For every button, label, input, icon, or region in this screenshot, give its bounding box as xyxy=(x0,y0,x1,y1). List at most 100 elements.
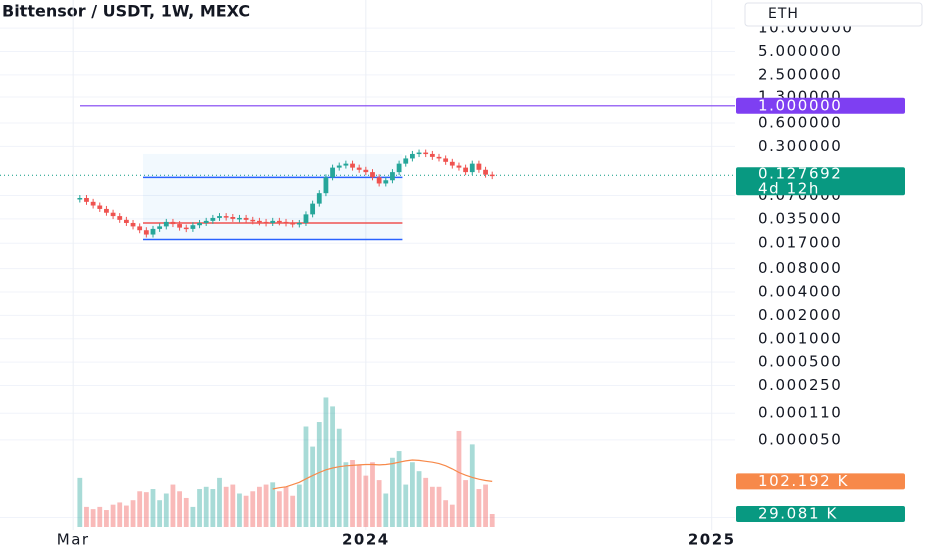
candle xyxy=(336,165,342,168)
price-axis xyxy=(735,0,932,550)
candle xyxy=(270,220,276,223)
x-tick-label: Mar xyxy=(57,531,90,549)
candle xyxy=(409,153,415,159)
last-price-label: 0.127692 xyxy=(758,165,842,183)
volume-bar xyxy=(483,484,488,527)
volume-bar xyxy=(463,480,469,527)
volume-bar xyxy=(203,486,209,527)
candle xyxy=(476,163,482,170)
candle xyxy=(296,222,302,225)
candle xyxy=(157,226,163,229)
candle xyxy=(183,227,189,230)
volume-bar xyxy=(390,457,395,527)
candle xyxy=(363,169,369,173)
volume-bar xyxy=(310,446,316,527)
volume-bar xyxy=(303,426,309,527)
candle xyxy=(469,163,475,173)
candle xyxy=(223,216,229,218)
candle xyxy=(190,225,196,229)
hline-label: 1.000000 xyxy=(758,96,842,114)
y-tick-label: 0.017000 xyxy=(758,234,842,252)
hline-box xyxy=(736,97,905,114)
candle xyxy=(316,193,322,204)
volume-bar xyxy=(423,477,429,527)
y-tick-label: 0.008000 xyxy=(758,259,842,277)
candle xyxy=(250,219,256,222)
volume-bar xyxy=(449,504,455,527)
candle xyxy=(117,216,123,220)
candle xyxy=(210,217,216,221)
volume-bar xyxy=(416,471,422,527)
y-tick-label: 0.035000 xyxy=(758,209,842,227)
candle xyxy=(429,153,435,157)
candle xyxy=(257,220,262,223)
volume-label: 29.081 K xyxy=(758,505,838,523)
candle xyxy=(104,208,109,213)
volume-bar xyxy=(356,464,362,527)
volume-bar xyxy=(163,493,169,527)
candle xyxy=(290,222,296,225)
candle xyxy=(303,214,309,223)
y-tick-label: 0.004000 xyxy=(758,283,842,301)
candle xyxy=(77,197,83,200)
volume-bar xyxy=(363,475,369,527)
volume-bar xyxy=(110,504,116,527)
volume-bar xyxy=(84,506,89,527)
y-tick-label: 0.000250 xyxy=(758,376,842,394)
volume-bar xyxy=(157,500,163,527)
y-tick-label: 5.000000 xyxy=(758,42,842,60)
candle xyxy=(383,180,389,184)
y-tick-label: 0.002000 xyxy=(758,306,842,324)
volume-bar xyxy=(456,430,462,527)
volume-bar xyxy=(396,451,402,527)
symbol-button[interactable] xyxy=(744,2,923,27)
volume-bar xyxy=(343,462,349,527)
candle xyxy=(396,163,402,173)
volume-bar xyxy=(257,486,262,527)
y-tick-label: 2.500000 xyxy=(758,65,842,83)
candle xyxy=(170,221,176,225)
volume-bar xyxy=(370,462,375,527)
candle xyxy=(390,172,395,181)
volume-bar xyxy=(250,491,256,527)
volume-bar xyxy=(77,477,83,527)
candle xyxy=(163,221,169,227)
volume-bar xyxy=(296,484,302,527)
symbol-button-label[interactable]: ETH xyxy=(768,6,799,22)
candle xyxy=(276,220,282,223)
volume-box xyxy=(736,506,905,523)
volume-bar xyxy=(436,486,442,527)
volume-bar xyxy=(336,428,342,527)
volume-bar xyxy=(197,489,202,527)
candle xyxy=(416,152,422,155)
candle xyxy=(436,156,442,159)
volume-ma-box xyxy=(736,473,905,490)
volume-bar xyxy=(97,506,103,527)
volume-bar xyxy=(323,397,329,527)
volume-bar xyxy=(230,484,236,527)
volume-bar xyxy=(237,493,242,527)
candle xyxy=(330,167,335,178)
chart-title: Bittensor / USDT, 1W, MEXC xyxy=(2,2,250,21)
volume-bar xyxy=(489,514,495,527)
candle xyxy=(343,163,349,166)
y-tick-label: 0.300000 xyxy=(758,137,842,155)
candle xyxy=(123,219,129,223)
last-price-countdown: 4d 12h xyxy=(758,180,820,198)
volume-bar xyxy=(210,489,216,527)
y-tick-label: 0.000050 xyxy=(758,430,842,448)
candle xyxy=(263,221,269,224)
volume-bar xyxy=(137,491,143,527)
volume-bar xyxy=(383,493,389,527)
volume-bar xyxy=(183,497,189,527)
volume-bar xyxy=(243,495,249,527)
candle xyxy=(376,177,382,184)
volume-bar xyxy=(104,510,109,527)
candle xyxy=(423,152,429,155)
volume-ma-line xyxy=(272,459,493,490)
candle xyxy=(243,217,249,220)
candle xyxy=(489,174,495,177)
candle xyxy=(483,169,488,175)
volume-bar xyxy=(316,422,322,527)
